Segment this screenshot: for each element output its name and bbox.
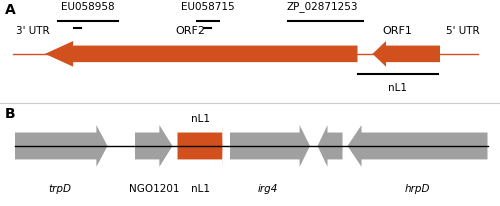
Text: EU058715: EU058715 [180, 2, 234, 12]
FancyArrow shape [372, 42, 440, 67]
FancyArrow shape [45, 42, 358, 67]
FancyArrow shape [135, 125, 172, 167]
Text: hrpD: hrpD [405, 183, 430, 193]
Text: irg4: irg4 [258, 183, 278, 193]
Text: trpD: trpD [48, 183, 72, 193]
Text: nL1: nL1 [388, 82, 407, 92]
Text: B: B [5, 106, 15, 120]
FancyArrow shape [230, 125, 310, 167]
FancyArrow shape [178, 125, 222, 167]
Text: ORF1: ORF1 [382, 26, 412, 36]
FancyArrow shape [15, 125, 108, 167]
Text: A: A [5, 3, 16, 17]
Text: ZP_02871253: ZP_02871253 [287, 1, 358, 12]
Text: 5' UTR: 5' UTR [446, 26, 480, 36]
FancyArrow shape [348, 125, 488, 167]
Text: 3' UTR: 3' UTR [16, 26, 50, 36]
Text: nL1: nL1 [190, 113, 210, 123]
Text: EU058958: EU058958 [60, 2, 114, 12]
Text: NGO1201: NGO1201 [129, 183, 179, 193]
Text: ORF2: ORF2 [175, 26, 205, 36]
Text: nL1: nL1 [190, 183, 210, 193]
FancyArrow shape [318, 125, 342, 167]
